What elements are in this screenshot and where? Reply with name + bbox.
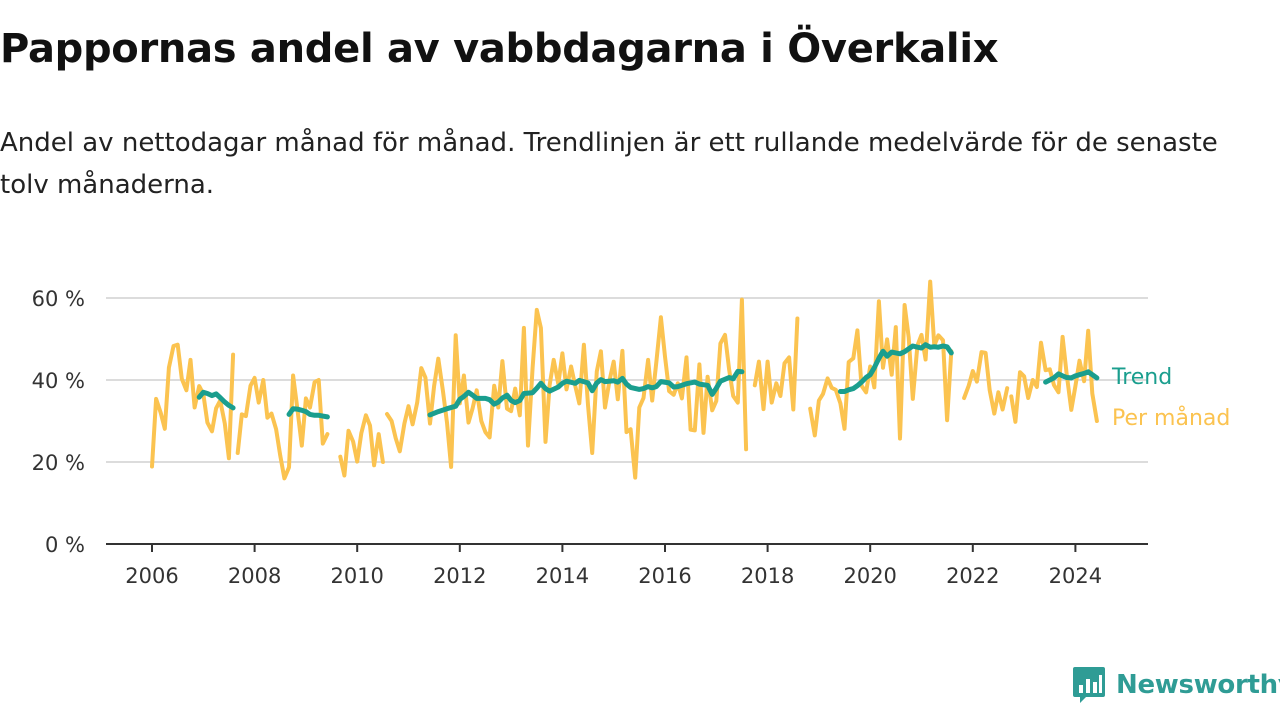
monthly-series-segment-0: [150, 342, 236, 469]
series-lines: [150, 279, 1100, 481]
y-tick-label: 40 %: [32, 369, 85, 393]
y-tick-label: 60 %: [32, 287, 85, 311]
legend-label-per-manad: Per månad: [1112, 405, 1230, 431]
x-tick-label: 2022: [946, 564, 999, 588]
axes: 0 % 20 % 40 % 60 % 2006 2008 2010 2012 2014 2016 2…: [32, 287, 1148, 588]
x-tick-label: 2012: [433, 564, 486, 588]
monthly-series-segment-4: [752, 316, 800, 412]
x-tick-label: 2008: [228, 564, 281, 588]
x-tick-label: 2016: [638, 564, 691, 588]
chart-title: Pappornas andel av vabbdagarna i Överkal…: [0, 26, 999, 72]
x-tick-label: 2024: [1049, 564, 1102, 588]
y-tick-label: 0 %: [45, 533, 85, 557]
x-tick-label: 2020: [843, 564, 896, 588]
legend-label-trend: Trend: [1111, 365, 1172, 390]
monthly-series-segment-1: [235, 373, 330, 481]
monthly-series-segment-2: [338, 413, 385, 478]
x-tick-label: 2014: [536, 564, 589, 588]
x-tick-label: 2006: [125, 564, 178, 588]
y-tick-label: 20 %: [32, 451, 85, 475]
chart-subtitle: Andel av nettodagar månad för månad. Tre…: [0, 128, 1218, 200]
trend-series-segment-3: [837, 342, 954, 394]
x-tick-label: 2010: [330, 564, 383, 588]
bar-chart-icon: [1073, 667, 1105, 703]
trend-series-segment-1: [286, 406, 330, 420]
trend-series-segment-2: [427, 368, 745, 418]
trend-series-segment-0: [196, 389, 236, 411]
newsworthy-logo[interactable]: Newsworthy: [1072, 664, 1280, 706]
monthly-series-segment-6: [962, 350, 1010, 416]
brand-name: Newsworthy: [1116, 670, 1280, 700]
legend: Per månad Trend: [1111, 365, 1230, 431]
monthly-series-segment-3: [385, 297, 749, 480]
monthly-series-segment-5: [808, 279, 954, 441]
trend-series-segment-4: [1043, 369, 1100, 385]
x-tick-label: 2018: [741, 564, 794, 588]
